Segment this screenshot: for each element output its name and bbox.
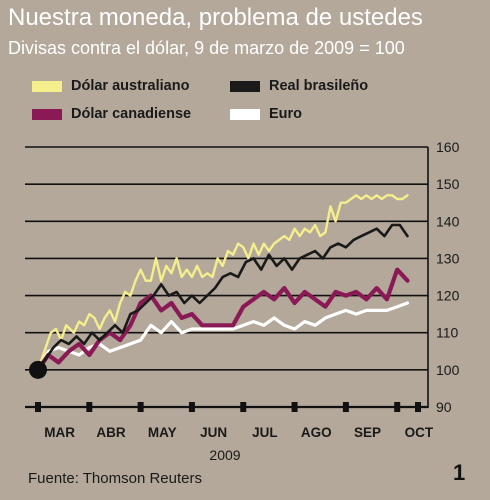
y-tick-label: 150 bbox=[436, 176, 460, 192]
x-tick-label: MAR bbox=[44, 425, 75, 440]
legend-item-brasileno: Real brasileño bbox=[230, 78, 368, 94]
legend: Dólar australiano Real brasileño Dólar c… bbox=[0, 0, 490, 130]
x-tick-mark bbox=[137, 402, 144, 412]
x-tick-label: SEP bbox=[354, 425, 381, 440]
x-tick-mark bbox=[35, 402, 41, 412]
legend-swatch-euro bbox=[230, 108, 260, 120]
series-line-brasileno bbox=[36, 223, 409, 372]
legend-swatch-australiano bbox=[32, 80, 62, 92]
series-line-australiano bbox=[36, 194, 409, 372]
x-tick-mark bbox=[342, 402, 349, 412]
x-tick-label: OCT bbox=[405, 425, 434, 440]
x-tick-label: ABR bbox=[96, 425, 125, 440]
y-tick-label: 120 bbox=[436, 288, 460, 304]
x-tick-mark bbox=[291, 402, 298, 412]
x-tick-label: MAY bbox=[148, 425, 177, 440]
legend-item-canadiense: Dólar canadiense bbox=[32, 106, 191, 122]
y-tick-label: 110 bbox=[436, 325, 459, 341]
x-tick-label: AGO bbox=[301, 425, 332, 440]
legend-item-australiano: Dólar australiano bbox=[32, 78, 189, 94]
legend-swatch-brasileno bbox=[230, 80, 260, 92]
x-tick-label: JUL bbox=[252, 425, 278, 440]
x-tick-mark bbox=[86, 402, 93, 412]
y-tick-label: 90 bbox=[436, 399, 452, 415]
source-note: Fuente: Thomson Reuters bbox=[28, 470, 202, 487]
base-point-marker bbox=[29, 360, 47, 379]
x-tick-mark bbox=[240, 402, 247, 412]
legend-swatch-canadiense bbox=[32, 108, 62, 120]
page-number: 1 bbox=[453, 460, 466, 485]
y-tick-label: 160 bbox=[436, 139, 460, 155]
y-tick-label: 130 bbox=[436, 250, 460, 266]
chart-subtitle: Divisas contra el dólar, 9 de marzo de 2… bbox=[8, 38, 405, 58]
legend-label-brasileno: Real brasileño bbox=[269, 78, 369, 94]
chart-title: Nuestra moneda, problema de ustedes bbox=[8, 4, 423, 31]
legend-label-euro: Euro bbox=[269, 106, 303, 122]
legend-label-canadiense: Dólar canadiense bbox=[71, 106, 192, 122]
series-line-euro bbox=[36, 301, 410, 372]
x-tick-label: JUN bbox=[200, 425, 227, 440]
series-line-canadiense bbox=[35, 267, 410, 372]
legend-label-australiano: Dólar australiano bbox=[71, 78, 190, 94]
y-tick-label: 140 bbox=[436, 213, 460, 229]
x-tick-mark bbox=[415, 402, 421, 412]
y-tick-label: 100 bbox=[436, 362, 460, 378]
x-axis-label: 2009 bbox=[209, 447, 240, 463]
x-tick-mark bbox=[188, 402, 195, 412]
x-tick-mark bbox=[394, 402, 401, 412]
legend-item-euro: Euro bbox=[230, 106, 302, 122]
